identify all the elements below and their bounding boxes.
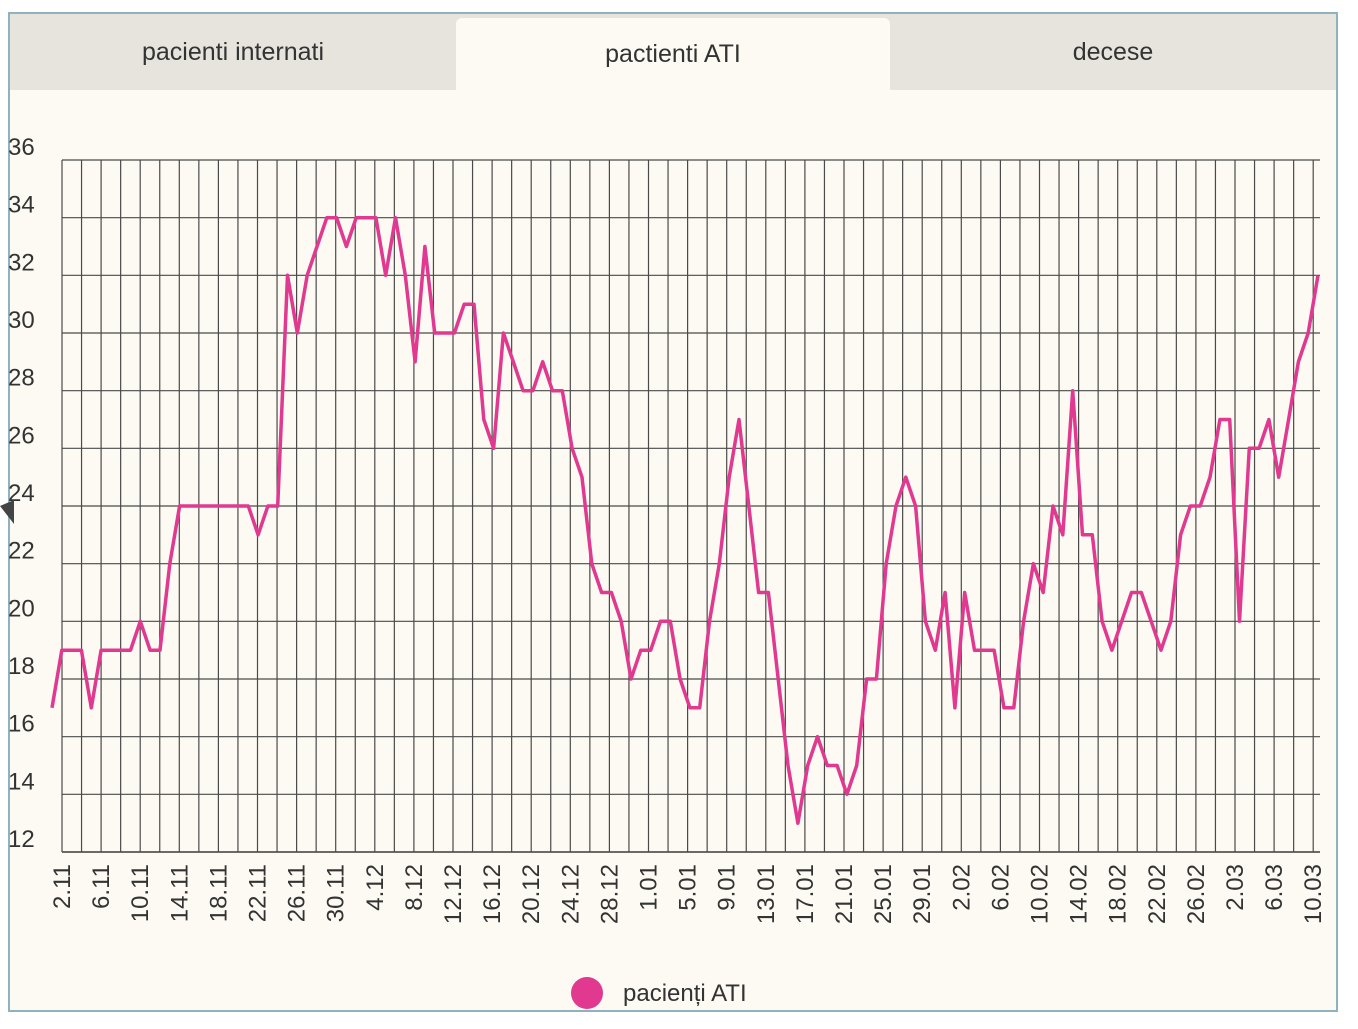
y-tick-label: 30: [8, 307, 35, 334]
y-tick-label: 16: [8, 711, 35, 738]
x-tick-label: 8.12: [401, 864, 428, 911]
x-tick-label: 18.11: [205, 864, 232, 922]
tab-pacienti-ati[interactable]: pactienti ATI: [456, 18, 890, 90]
x-tick-label: 2.03: [1222, 864, 1249, 911]
legend-marker-icon: [571, 977, 603, 1009]
x-tick-label: 13.01: [753, 864, 780, 924]
x-tick-label: 6.11: [88, 864, 115, 909]
x-tick-label: 28.12: [596, 864, 623, 924]
series-layer: [50, 215, 1320, 825]
x-tick-label: 30.11: [323, 864, 350, 922]
x-tick-label: 14.02: [1066, 864, 1093, 924]
x-tick-label: 26.11: [284, 864, 311, 922]
x-tick-label: 21.01: [831, 864, 858, 924]
tab-pacienti-internati[interactable]: pacienti internati: [141, 37, 325, 66]
x-tick-label: 1.01: [636, 864, 663, 911]
x-tick-label: 2.11: [49, 864, 76, 909]
y-tick-label: 18: [8, 653, 35, 680]
x-tick-label: 5.01: [675, 864, 702, 911]
y-tick-label: 36: [8, 134, 35, 161]
x-tick-label: 12.12: [440, 864, 467, 924]
y-tick-label: 26: [8, 422, 35, 449]
series-line-pacienti-ati: [50, 215, 1320, 825]
x-tick-label: 16.12: [479, 864, 506, 924]
y-tick-label: 32: [8, 249, 35, 276]
chart-grid: [61, 159, 1320, 853]
y-tick-label: 22: [8, 538, 35, 565]
x-tick-label: 14.11: [166, 864, 193, 922]
legend[interactable]: pacienți ATI: [571, 977, 747, 1009]
x-tick-label: 25.01: [870, 864, 897, 924]
y-tick-label: 28: [8, 365, 35, 392]
x-tick-label: 22.02: [1144, 864, 1171, 924]
x-tick-label: 24.12: [557, 864, 584, 924]
y-tick-label: 34: [8, 192, 35, 219]
x-tick-label: 6.02: [987, 864, 1014, 911]
x-tick-label: 10.03: [1300, 864, 1327, 924]
x-tick-label: 26.02: [1183, 864, 1210, 924]
chart-frame: pacienti internati pactienti ATI decese: [8, 12, 1338, 1012]
tab-decese[interactable]: decese: [1072, 37, 1154, 66]
x-axis-ticks: 2.11 6.11 10.11 14.11 18.11 22.11 26.11 30.11 4.…: [49, 864, 1327, 924]
scroll-left-arrow-icon[interactable]: [0, 500, 14, 524]
x-tick-label: 18.02: [1105, 864, 1132, 924]
x-tick-label: 6.03: [1261, 864, 1288, 911]
x-tick-label: 9.01: [714, 864, 741, 911]
x-tick-label: 4.12: [362, 864, 389, 911]
x-tick-label: 20.12: [518, 864, 545, 924]
x-tick-label: 17.01: [792, 864, 819, 924]
x-tick-label: 10.02: [1027, 864, 1054, 924]
y-tick-label: 20: [8, 595, 35, 622]
x-tick-label: 2.02: [948, 864, 975, 911]
legend-label: pacienți ATI: [623, 980, 747, 1007]
x-tick-label: 10.11: [127, 864, 154, 922]
x-tick-label: 29.01: [909, 864, 936, 924]
y-tick-label: 14: [8, 768, 35, 795]
y-tick-label: 12: [8, 826, 35, 853]
x-tick-label: 22.11: [245, 864, 272, 922]
tab-bar: pacienti internati pactienti ATI decese: [10, 14, 1336, 90]
